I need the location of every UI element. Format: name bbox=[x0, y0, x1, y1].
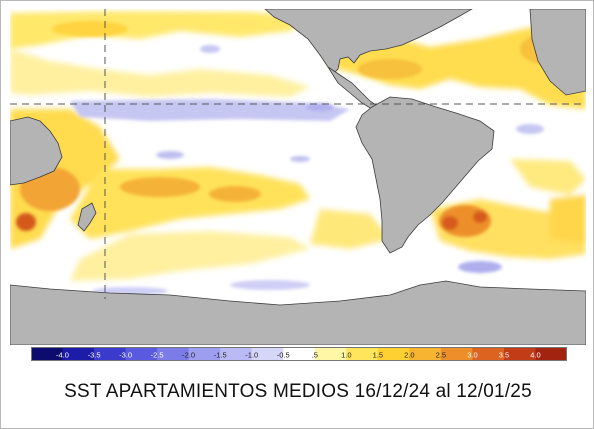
legend-tick-label: -2.0 bbox=[182, 351, 195, 360]
antarctica bbox=[10, 280, 586, 345]
south-america bbox=[355, 96, 495, 254]
legend-segment bbox=[409, 347, 442, 361]
legend-segment bbox=[472, 347, 505, 361]
legend-tick-label: -1.0 bbox=[245, 351, 258, 360]
legend-tick-label: -4.0 bbox=[56, 351, 69, 360]
legend-tick-label: -0.5 bbox=[277, 351, 290, 360]
legend-segment bbox=[62, 347, 95, 361]
reference-lines bbox=[10, 9, 586, 299]
legend-tick-label: 1.5 bbox=[373, 351, 383, 360]
legend-segment bbox=[251, 347, 284, 361]
legend-segment bbox=[220, 347, 253, 361]
legend-tick-label: -1.5 bbox=[214, 351, 227, 360]
legend-tick-label: 1.0 bbox=[341, 351, 351, 360]
legend-border bbox=[31, 347, 567, 361]
legend-segment bbox=[31, 347, 64, 361]
legend-tick-label: .5 bbox=[312, 351, 318, 360]
legend-tick-label: 3.0 bbox=[467, 351, 477, 360]
legend-segment bbox=[377, 347, 410, 361]
australia bbox=[10, 116, 63, 186]
legend-tick-label: -3.0 bbox=[119, 351, 132, 360]
legend-tick-label: 2.0 bbox=[404, 351, 414, 360]
legend-color-segments bbox=[31, 347, 567, 361]
land-masses bbox=[10, 9, 586, 345]
legend-tick-label: -2.5 bbox=[151, 351, 164, 360]
legend-tick-label: -3.5 bbox=[88, 351, 101, 360]
sst-anomaly-map bbox=[10, 9, 586, 345]
legend-segment bbox=[440, 347, 473, 361]
legend-tick-label: 4.0 bbox=[530, 351, 540, 360]
legend-segment bbox=[535, 347, 567, 361]
legend-segment bbox=[94, 347, 127, 361]
legend-segment bbox=[157, 347, 190, 361]
legend-tick-label: 3.5 bbox=[499, 351, 509, 360]
anomaly-color-legend: -4.0 -3.5 -3.0 -2.5 -2.0 -1.5 -1.0 -0.5 .5 1.0 1.5… bbox=[31, 347, 567, 361]
legend-tick-labels: -4.0 -3.5 -3.0 -2.5 -2.0 -1.5 -1.0 -0.5 .5 1.0 1.5… bbox=[56, 351, 541, 360]
legend-segment bbox=[314, 347, 347, 361]
legend-segment bbox=[283, 347, 316, 361]
north-america bbox=[264, 9, 473, 74]
map-caption: SST APARTAMIENTOS MEDIOS 16/12/24 al 12/… bbox=[64, 381, 532, 402]
legend-tick-label: 2.5 bbox=[436, 351, 446, 360]
strong-warm-anomaly-regions bbox=[16, 21, 580, 237]
legend-segment bbox=[188, 347, 221, 361]
legend-segment bbox=[503, 347, 536, 361]
new-zealand bbox=[77, 202, 97, 232]
legend-segment bbox=[125, 347, 158, 361]
legend-segment bbox=[346, 347, 379, 361]
europe-africa bbox=[529, 9, 586, 96]
